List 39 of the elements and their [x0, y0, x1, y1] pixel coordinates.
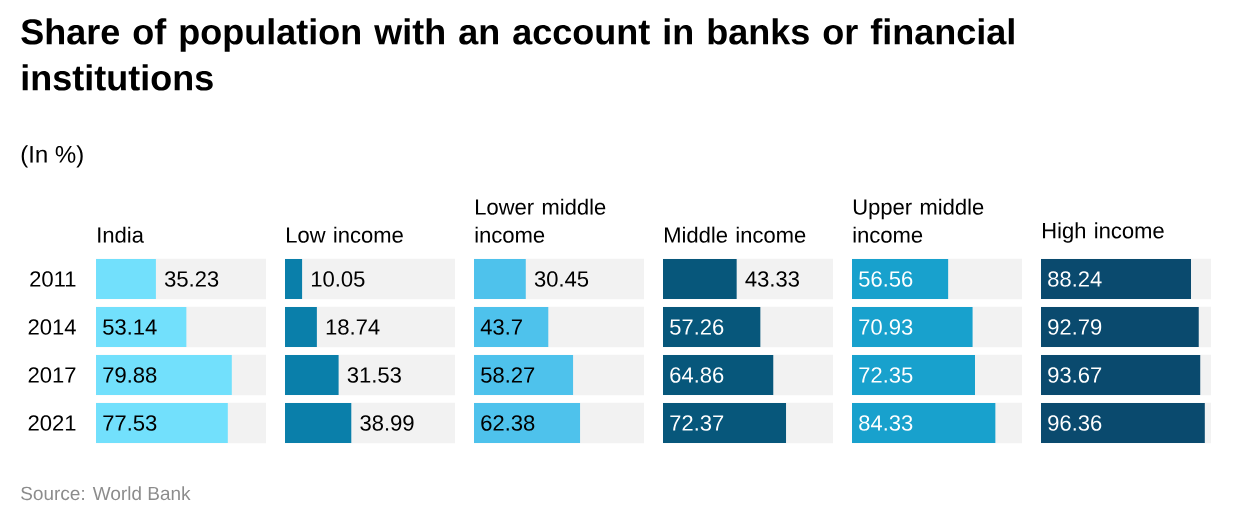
data-label: 43.33: [745, 271, 799, 287]
y-tick-label: 2021: [28, 415, 76, 431]
data-label: 58.27: [481, 367, 535, 383]
data-label: 35.23: [164, 271, 219, 287]
text: Share of population with an account in banks or financial institutions: [21, 18, 1014, 91]
data-label: 64.86: [670, 367, 724, 383]
chart-title: High income: [1043, 222, 1164, 243]
data-label: 56.56: [859, 271, 913, 287]
data-label: 70.93: [859, 319, 913, 335]
data-label: 84.33: [859, 415, 913, 431]
data-label: 57.26: [670, 319, 724, 335]
chart-title: India: [98, 226, 144, 243]
chart-title: Low income: [287, 226, 403, 243]
y-tick-label: 2011: [30, 271, 76, 287]
chart-title: Lower middle income: [475, 198, 606, 243]
y-tick-label: 2017: [28, 367, 76, 383]
data-label: 18.74: [326, 319, 380, 335]
data-label: 30.45: [534, 271, 589, 287]
data-label: 77.53: [103, 415, 157, 431]
data-label: 62.38: [481, 415, 535, 431]
data-label: 72.35: [859, 367, 913, 383]
data-label: 38.99: [360, 415, 414, 431]
data-label: 96.36: [1048, 415, 1102, 431]
data-label: 93.67: [1048, 367, 1102, 383]
data-label: 31.53: [347, 367, 401, 383]
chart-title: Middle income: [665, 226, 806, 243]
chart-title: Upper middle income: [853, 198, 984, 243]
source-note: Source: World Bank: [21, 486, 191, 501]
data-label: 88.24: [1048, 271, 1102, 287]
data-label: 43.7: [480, 319, 522, 335]
y-tick-label: 2014: [28, 319, 76, 335]
data-label: 72.37: [670, 415, 724, 431]
bar: [285, 258, 303, 299]
data-label: 79.88: [103, 367, 157, 383]
data-label: 92.79: [1048, 319, 1102, 335]
data-label: 10.05: [311, 271, 365, 287]
data-label: 53.14: [103, 319, 157, 335]
bar: [285, 306, 317, 347]
text: (In %): [21, 145, 83, 168]
